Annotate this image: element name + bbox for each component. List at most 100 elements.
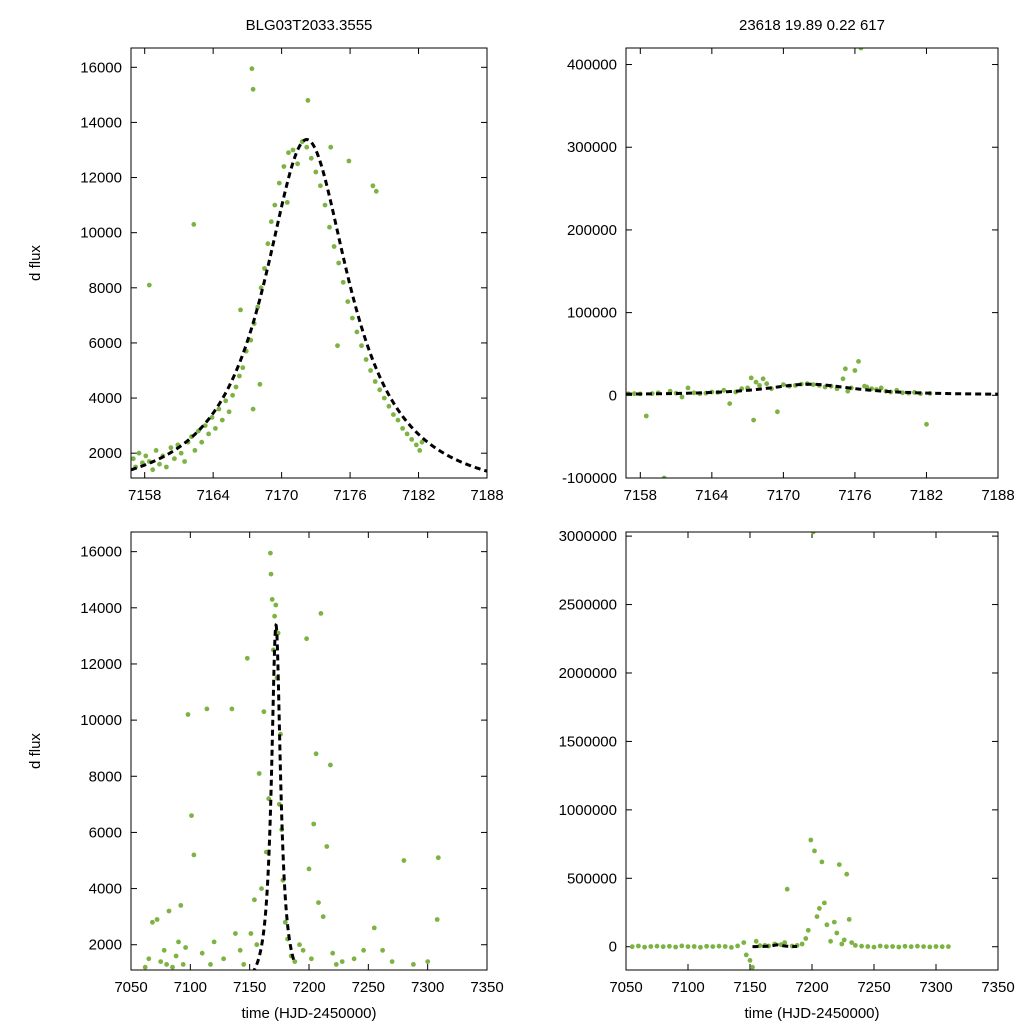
data-point <box>685 385 691 391</box>
data-point <box>221 956 227 962</box>
data-point <box>377 387 383 393</box>
chart-title: 23618 19.89 0.22 617 <box>739 17 885 34</box>
data-point <box>673 944 678 950</box>
data-point <box>844 871 850 877</box>
data-point <box>191 222 197 227</box>
data-point <box>336 260 342 266</box>
data-point <box>276 180 282 186</box>
data-point <box>743 952 749 958</box>
data-point <box>284 200 290 205</box>
model-curve <box>131 137 487 473</box>
data-point <box>404 431 410 437</box>
data-point <box>192 448 198 453</box>
data-point <box>817 906 822 911</box>
data-point <box>258 285 264 291</box>
data-point <box>413 442 419 448</box>
data-point <box>328 144 334 150</box>
data-point <box>308 155 314 161</box>
y-tick-label: 4000 <box>89 881 122 898</box>
x-tick-label: 7158 <box>128 487 161 504</box>
data-point <box>272 613 277 619</box>
data-point <box>157 461 162 467</box>
y-tick-label: 200000 <box>567 222 617 239</box>
data-point <box>250 86 256 92</box>
data-point <box>890 944 895 949</box>
data-point <box>297 942 302 948</box>
series-points <box>131 66 425 473</box>
data-point <box>781 382 786 387</box>
data-point <box>782 940 788 945</box>
data-point <box>409 437 415 442</box>
series-points <box>142 550 441 970</box>
data-point <box>226 409 232 415</box>
data-point <box>146 956 152 962</box>
data-point <box>150 919 155 925</box>
data-point <box>757 383 762 388</box>
data-point <box>172 456 177 462</box>
data-point <box>363 357 369 362</box>
data-point <box>318 611 324 616</box>
panel-top-left: 7158 7164 7170 7176 7182 7188 2000 4000 6000 8000… <box>27 17 504 504</box>
data-point <box>435 855 441 861</box>
series-points <box>626 48 933 478</box>
data-point <box>233 931 238 936</box>
data-point <box>372 379 378 384</box>
y-tick-label: 3000000 <box>559 528 617 545</box>
data-point <box>425 959 431 964</box>
data-point <box>304 636 309 642</box>
data-point <box>345 299 351 304</box>
data-point <box>750 964 755 970</box>
data-point <box>419 439 425 445</box>
data-point <box>691 944 697 949</box>
y-tick-label: 8000 <box>89 768 122 785</box>
data-point <box>265 241 271 247</box>
data-point <box>150 467 156 473</box>
data-point <box>182 459 188 464</box>
data-point <box>154 917 160 922</box>
data-point <box>185 712 191 717</box>
data-point <box>810 382 816 387</box>
x-tick-label: 7150 <box>233 979 266 996</box>
data-point <box>834 930 840 936</box>
data-point <box>921 944 926 949</box>
data-point <box>335 343 340 349</box>
data-point <box>164 464 169 470</box>
data-point <box>865 944 871 949</box>
data-point <box>902 943 908 949</box>
data-point <box>691 390 697 396</box>
data-point <box>286 150 291 156</box>
data-point <box>808 837 814 843</box>
x-tick-label: 7250 <box>352 979 385 996</box>
model-curve <box>752 943 798 949</box>
data-point <box>263 849 269 855</box>
x-tick-label: 7200 <box>795 979 828 996</box>
x-tick-label: 7188 <box>470 487 503 504</box>
plot-frame <box>625 47 999 479</box>
data-point <box>434 917 440 922</box>
x-tick-label: 7150 <box>733 979 766 996</box>
data-point <box>361 947 366 953</box>
data-point <box>252 897 257 903</box>
data-point <box>852 368 858 373</box>
data-point <box>230 392 236 398</box>
data-point <box>178 903 184 908</box>
data-point <box>350 315 355 321</box>
data-point <box>346 158 352 164</box>
panel-bottom-right: 7050 7100 7150 7200 7250 7300 7350 0 500000 10000… <box>559 528 1015 1022</box>
x-tick-label: 7164 <box>695 487 728 504</box>
data-point <box>189 813 194 818</box>
y-tick-label: 0 <box>609 939 617 956</box>
data-point <box>208 962 213 967</box>
data-point <box>237 947 243 953</box>
y-tick-label: 2000000 <box>559 665 617 682</box>
y-tick-label: 6000 <box>89 824 122 841</box>
data-point <box>330 950 336 956</box>
data-point <box>268 219 274 225</box>
y-tick-label: 2000 <box>89 445 122 462</box>
data-point <box>939 944 945 950</box>
x-tick-label: 7300 <box>411 979 444 996</box>
data-point <box>146 282 152 288</box>
x-tick-label: 7176 <box>333 487 366 504</box>
data-point <box>316 900 321 905</box>
y-tick-label: 12000 <box>80 170 122 187</box>
